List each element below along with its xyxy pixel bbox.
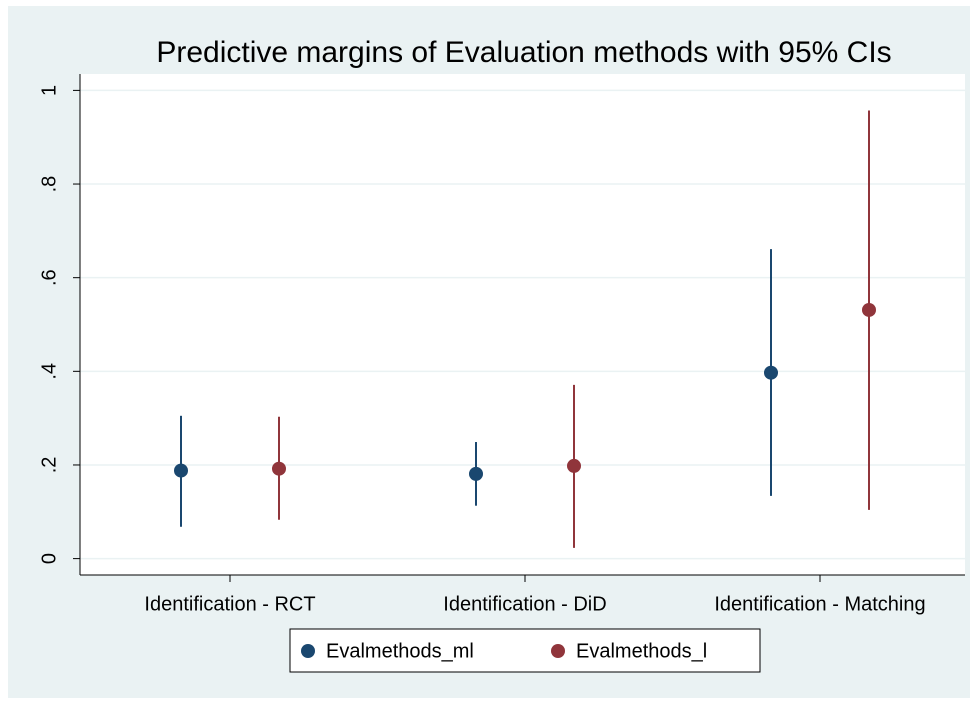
y-tick-label: 1 — [38, 85, 60, 96]
legend-marker — [301, 644, 315, 658]
y-tick-label: .6 — [38, 269, 60, 286]
point — [567, 458, 581, 473]
plot-background — [80, 74, 965, 575]
point — [174, 463, 188, 478]
point — [862, 302, 876, 317]
x-tick-label: Identification - RCT — [144, 593, 315, 615]
legend-label: Evalmethods_ml — [326, 640, 474, 662]
legend-box — [289, 628, 761, 673]
point — [469, 466, 483, 481]
x-tick-label: Identification - Matching — [714, 593, 925, 615]
y-tick-label: 0 — [38, 553, 60, 564]
point — [764, 365, 778, 380]
point — [272, 461, 286, 476]
y-tick-label: .4 — [38, 363, 60, 380]
x-tick-label: Identification - DiD — [443, 593, 606, 615]
legend-label: Evalmethods_l — [576, 640, 707, 662]
y-tick-label: .2 — [38, 457, 60, 474]
chart-title: Predictive margins of Evaluation methods… — [156, 36, 891, 69]
legend-marker — [551, 644, 565, 658]
y-tick-label: .8 — [38, 176, 60, 193]
